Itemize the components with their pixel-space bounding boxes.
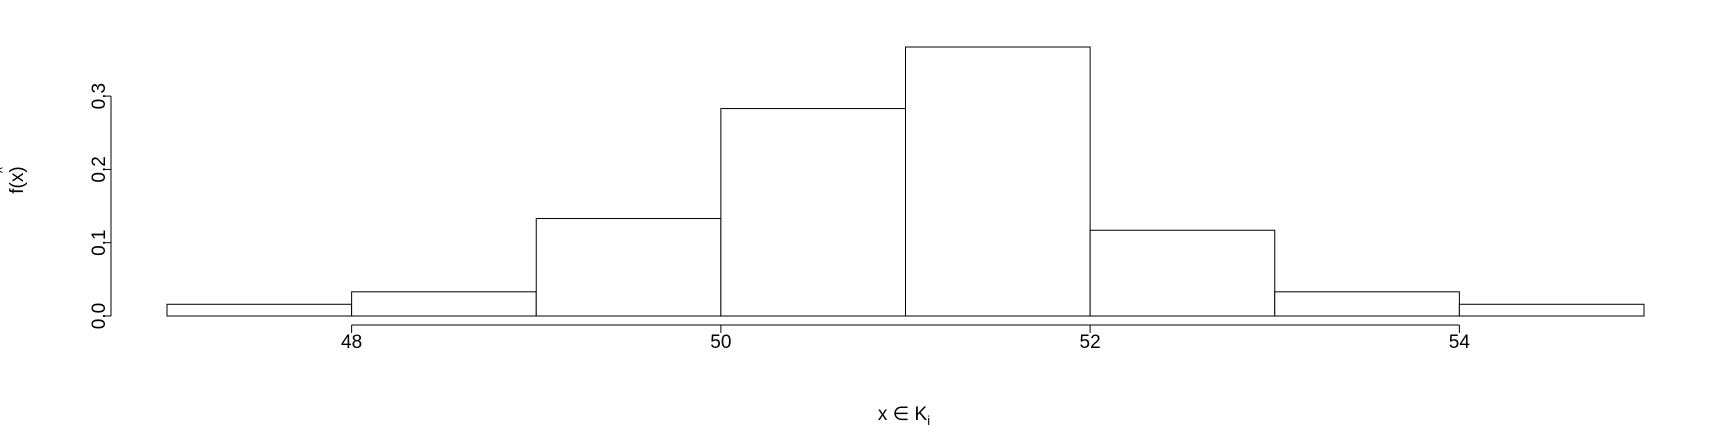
histogram-bar [535, 218, 722, 317]
histogram-bar [1274, 291, 1460, 317]
y-axis: 0.0 0.1 0.2 0.3 [89, 83, 112, 329]
x-tick-label: 52 [1080, 332, 1101, 353]
x-tick-label: 54 [1449, 332, 1471, 353]
x-axis-label-subscript: i [927, 413, 930, 428]
histogram-bar [1458, 303, 1645, 317]
y-tick-label: 0.1 [89, 229, 110, 255]
x-tick-label: 48 [341, 332, 362, 353]
histogram-bar [166, 303, 353, 317]
histogram-bar [720, 108, 906, 317]
x-axis-label-text: x ∈ K [878, 404, 928, 425]
y-axis-label-accent: ^ [0, 166, 10, 173]
y-tick-label: 0.3 [89, 83, 110, 109]
x-axis-ticks: 48 50 52 54 [341, 325, 1470, 353]
y-axis-label: f(x) ^ [0, 166, 28, 194]
x-axis: 48 50 52 54 [341, 324, 1470, 353]
y-axis-ticks: 0.0 0.1 0.2 0.3 [89, 83, 111, 329]
histogram-bar [351, 291, 537, 317]
y-tick-label: 0.2 [89, 156, 110, 182]
y-axis-label-text: f(x) [7, 166, 28, 193]
histogram-bars [166, 46, 1645, 317]
x-axis-label: x ∈ Ki [878, 404, 930, 428]
y-tick-label: 0.0 [89, 303, 110, 329]
x-tick-label: 50 [710, 332, 731, 353]
histogram-bar [1089, 229, 1276, 317]
histogram-bar [905, 46, 1091, 317]
